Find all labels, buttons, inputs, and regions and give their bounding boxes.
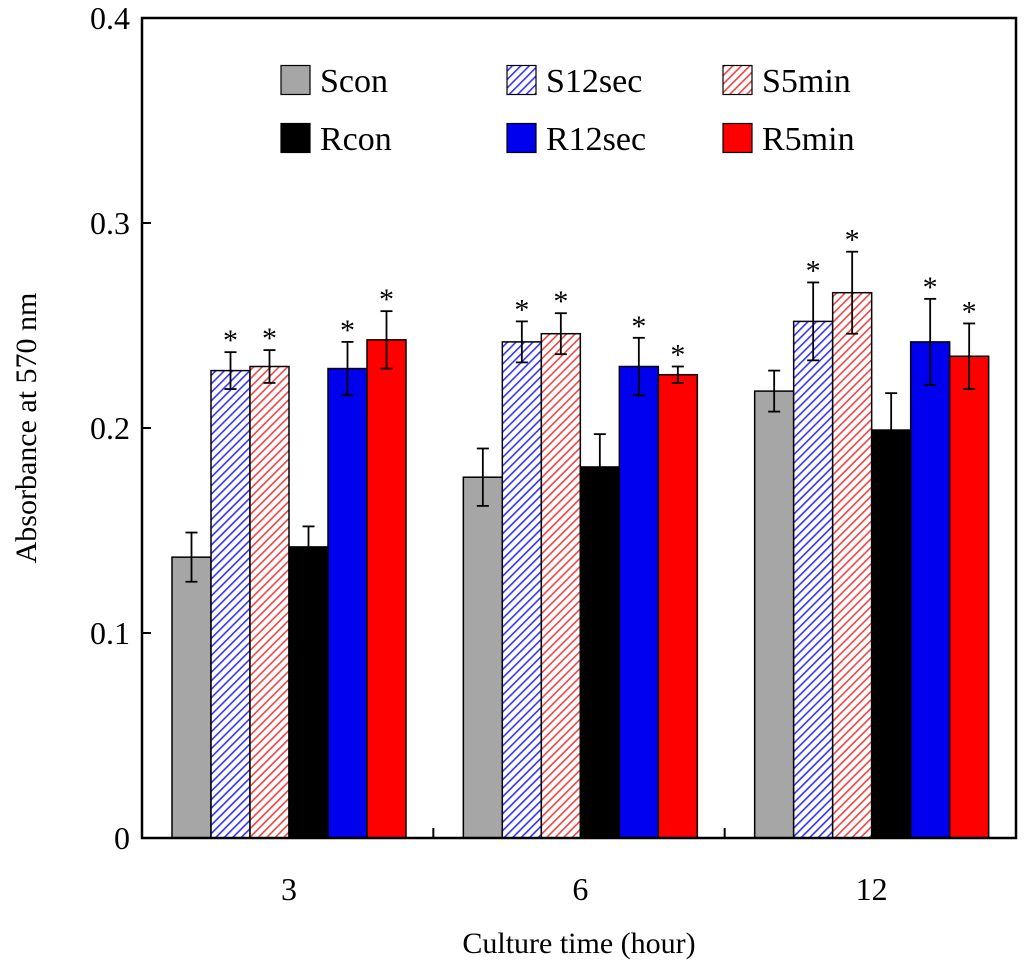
bars-layer <box>171 291 990 839</box>
error-bar-s5min-6 <box>554 312 567 356</box>
legend-item-rcon: Rcon <box>280 121 392 158</box>
bar-s12sec-12 <box>792 320 834 839</box>
significance-marker-s5min-3: * <box>262 322 277 355</box>
error-bar-s12sec-3 <box>224 351 237 390</box>
significance-marker-r5min-6: * <box>670 339 685 372</box>
legend-swatch <box>506 64 537 96</box>
error-bar-scon-12 <box>768 369 781 413</box>
legend-swatch <box>280 122 311 154</box>
significance-marker-s5min-6: * <box>553 285 568 318</box>
y-tick-label: 0.2 <box>90 410 130 446</box>
significance-marker-r12sec-12: * <box>923 271 938 304</box>
bar-rcon-6 <box>579 466 621 839</box>
legend-swatch <box>722 64 753 96</box>
significance-marker-r12sec-3: * <box>340 314 355 347</box>
legend-label: R12sec <box>546 121 646 158</box>
x-axis: 3 6 12 <box>281 828 888 907</box>
significance-marker-s12sec-3: * <box>223 324 238 357</box>
error-bar-s12sec-12 <box>807 281 820 362</box>
y-axis: 0 0.1 0.2 0.3 0.4 <box>90 0 151 856</box>
legend: Scon S12sec S5min Rcon R12sec R5min <box>280 63 855 158</box>
legend-label: S5min <box>762 63 851 100</box>
bar-r5min-6 <box>657 373 699 839</box>
legend-label: R5min <box>762 121 855 158</box>
significance-marker-r12sec-6: * <box>631 310 646 343</box>
bar-s12sec-3 <box>210 369 251 839</box>
bar-s5min-12 <box>831 291 873 839</box>
error-bar-r5min-6 <box>671 365 684 384</box>
significance-marker-s5min-12: * <box>845 224 860 257</box>
error-bar-s12sec-6 <box>515 320 528 364</box>
y-tick-label: 0.1 <box>90 615 130 651</box>
error-bar-r5min-12 <box>963 322 976 390</box>
bar-rcon-12 <box>870 429 912 839</box>
bar-r5min-12 <box>948 355 990 839</box>
bar-s12sec-6 <box>501 341 543 839</box>
significance-markers-layer: * * * * * * * * * * * * <box>223 224 977 372</box>
bar-scon-6 <box>462 476 504 839</box>
bar-s5min-3 <box>249 365 290 839</box>
legend-item-s5min: S5min <box>722 63 851 100</box>
error-bar-r12sec-3 <box>341 340 354 397</box>
legend-item-r5min: R5min <box>722 121 855 158</box>
bar-scon-12 <box>753 390 795 839</box>
x-tick-label: 6 <box>572 871 588 907</box>
error-bar-rcon-12 <box>885 392 898 468</box>
error-bar-scon-6 <box>476 447 489 507</box>
legend-label: S12sec <box>546 63 642 100</box>
error-bar-r12sec-12 <box>924 297 937 386</box>
legend-item-scon: Scon <box>280 63 388 100</box>
bar-scon-3 <box>171 556 212 839</box>
legend-swatch <box>722 122 753 154</box>
error-bar-rcon-6 <box>593 433 606 501</box>
significance-marker-s12sec-6: * <box>514 293 529 326</box>
error-bar-r12sec-6 <box>632 336 645 397</box>
legend-item-r12sec: R12sec <box>506 121 646 158</box>
bar-r5min-3 <box>366 339 407 839</box>
legend-label: Rcon <box>320 121 392 158</box>
significance-marker-s12sec-12: * <box>806 254 821 287</box>
y-tick-label: 0 <box>114 820 130 856</box>
x-axis-title: Culture time (hour) <box>462 927 695 960</box>
error-bar-s5min-3 <box>263 349 276 384</box>
error-bars-layer <box>185 250 976 583</box>
y-tick-label: 0.4 <box>90 0 130 36</box>
y-axis-title: Absorbance at 570 nm <box>10 293 43 564</box>
error-bar-rcon-3 <box>302 525 315 569</box>
error-bar-scon-3 <box>185 531 198 583</box>
legend-item-s12sec: S12sec <box>506 63 642 100</box>
x-tick-label: 12 <box>856 871 888 907</box>
bar-r12sec-12 <box>909 341 951 839</box>
legend-label: Scon <box>320 63 388 100</box>
bar-rcon-3 <box>288 546 329 839</box>
y-tick-label: 0.3 <box>90 205 130 241</box>
x-tick-label: 3 <box>281 871 297 907</box>
error-bar-r5min-3 <box>380 310 393 370</box>
significance-marker-r5min-3: * <box>379 283 394 316</box>
bar-r12sec-3 <box>327 367 368 839</box>
legend-swatch <box>506 122 537 154</box>
bar-s5min-6 <box>540 332 582 839</box>
bar-r12sec-6 <box>618 365 660 839</box>
legend-swatch <box>280 64 311 96</box>
error-bar-s5min-12 <box>846 250 859 335</box>
significance-marker-r5min-12: * <box>962 295 977 328</box>
